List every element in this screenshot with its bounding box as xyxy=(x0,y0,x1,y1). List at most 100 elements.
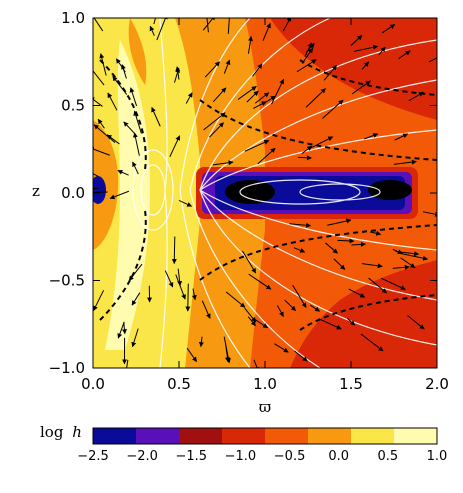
velocity-arrow xyxy=(337,238,355,244)
velocity-arrow xyxy=(164,270,174,288)
velocity-arrow xyxy=(97,118,105,129)
velocity-arrow xyxy=(132,132,140,156)
velocity-arrow xyxy=(398,50,411,60)
velocity-arrow xyxy=(131,328,139,348)
velocity-arrow xyxy=(206,18,209,33)
velocity-arrow xyxy=(244,307,257,323)
velocity-arrow xyxy=(201,300,211,319)
velocity-arrow xyxy=(123,121,137,135)
colorbar-cell xyxy=(136,428,180,444)
y-tick-label: 1.0 xyxy=(61,9,85,27)
x-ticks: 0.0 0.5 1.0 1.5 2.0 xyxy=(81,18,449,393)
dashed-contours xyxy=(99,59,437,331)
velocity-arrow xyxy=(106,134,120,145)
y-ticks: 1.0 0.5 0.0 −0.5 −1.0 xyxy=(49,9,437,377)
velocity-arrow xyxy=(294,350,308,362)
velocity-arrow xyxy=(109,190,130,200)
velocity-arrow xyxy=(392,264,410,270)
velocity-arrow xyxy=(262,22,271,41)
velocity-arrow xyxy=(131,292,141,306)
colorbar-tick-label: 0.5 xyxy=(378,449,399,464)
velocity-arrow xyxy=(298,155,312,161)
velocity-arrow xyxy=(227,18,230,34)
y-tick-label: −1.0 xyxy=(49,359,85,377)
velocity-arrow xyxy=(247,316,256,327)
velocity-arrow xyxy=(93,96,103,107)
velocity-arrow xyxy=(223,59,231,74)
velocity-arrow xyxy=(212,160,234,166)
velocity-arrow xyxy=(351,241,366,247)
colorbar-tick-label: −2.5 xyxy=(77,449,109,464)
velocity-arrow xyxy=(360,333,384,352)
colorbar-cell xyxy=(351,428,395,444)
velocity-arrow xyxy=(309,304,321,312)
velocity-arrow xyxy=(133,110,142,134)
velocity-arrow xyxy=(204,61,220,78)
colorbar-label-prefix: log xyxy=(40,423,64,441)
velocity-arrow xyxy=(175,274,186,300)
x-tick-label: 1.0 xyxy=(253,375,277,393)
velocity-arrow xyxy=(353,44,379,52)
velocity-arrow xyxy=(93,70,105,86)
velocity-arrow xyxy=(242,250,257,274)
velocity-arrow xyxy=(151,106,161,127)
velocity-arrow xyxy=(209,122,224,138)
velocity-arrow xyxy=(107,92,118,111)
x-tick-label: 1.5 xyxy=(339,375,363,393)
velocity-arrow xyxy=(368,277,388,294)
velocity-arrow xyxy=(408,91,424,102)
velocity-arrow xyxy=(323,65,338,81)
velocity-arrow xyxy=(175,66,181,80)
x-tick-label: 0.0 xyxy=(81,375,105,393)
velocity-arrow xyxy=(252,63,263,77)
velocity-arrow xyxy=(246,90,259,103)
velocity-arrow xyxy=(253,359,260,368)
velocity-arrow xyxy=(93,290,105,311)
velocity-arrow xyxy=(223,336,231,364)
velocity-arrow xyxy=(178,199,193,207)
colorbar-cells xyxy=(93,428,438,444)
colorbar-ticks: −2.5 −2.0 −1.5 −1.0 −0.5 0.0 0.5 1.0 xyxy=(77,449,447,464)
velocity-arrow xyxy=(153,18,157,25)
velocity-arrow xyxy=(212,87,227,103)
heatmap-patch-top xyxy=(128,18,147,85)
velocity-arrow xyxy=(248,273,272,290)
heatmap-patch-left xyxy=(93,120,119,250)
colorbar-tick-label: −1.5 xyxy=(175,449,207,464)
velocity-arrow xyxy=(274,343,289,353)
colorbar: log h −2.5 −2.0 −1.5 −1.0 −0.5 0.0 0.5 1.0 xyxy=(40,423,447,464)
velocity-arrow xyxy=(289,222,312,228)
colorbar-tick-label: −2.0 xyxy=(126,449,158,464)
velocity-arrow xyxy=(322,99,344,119)
velocity-arrow xyxy=(292,284,307,308)
colorbar-cell xyxy=(308,428,352,444)
velocity-arrow xyxy=(350,35,363,47)
velocity-arrow xyxy=(93,146,110,156)
velocity-arrow xyxy=(244,140,270,152)
velocity-arrow xyxy=(198,336,204,348)
velocity-arrow xyxy=(93,124,116,143)
velocity-arrow xyxy=(257,147,276,165)
x-tick-label: 0.5 xyxy=(167,375,191,393)
velocity-arrow xyxy=(301,47,314,64)
colorbar-tick-label: −0.5 xyxy=(274,449,306,464)
velocity-arrow xyxy=(348,288,366,298)
colorbar-tick-label: −1.0 xyxy=(225,449,257,464)
velocity-arrow xyxy=(381,277,406,290)
velocity-arrow xyxy=(393,159,417,165)
velocity-arrow xyxy=(132,161,139,175)
velocity-arrow xyxy=(112,75,128,95)
velocity-arrows xyxy=(93,18,437,368)
velocity-arrow xyxy=(126,359,129,368)
y-tick-label: 0.0 xyxy=(61,184,85,202)
velocity-arrow xyxy=(253,101,267,109)
torus-blob-1 xyxy=(225,180,275,204)
velocity-arrow xyxy=(293,247,306,253)
x-axis-title: ϖ xyxy=(259,398,271,416)
velocity-arrow xyxy=(191,288,197,301)
velocity-arrow xyxy=(117,169,129,176)
heatmap-axis-spot xyxy=(93,176,106,204)
velocity-arrow xyxy=(121,322,127,335)
velocity-arrow xyxy=(400,253,429,261)
velocity-arrow xyxy=(156,18,168,41)
